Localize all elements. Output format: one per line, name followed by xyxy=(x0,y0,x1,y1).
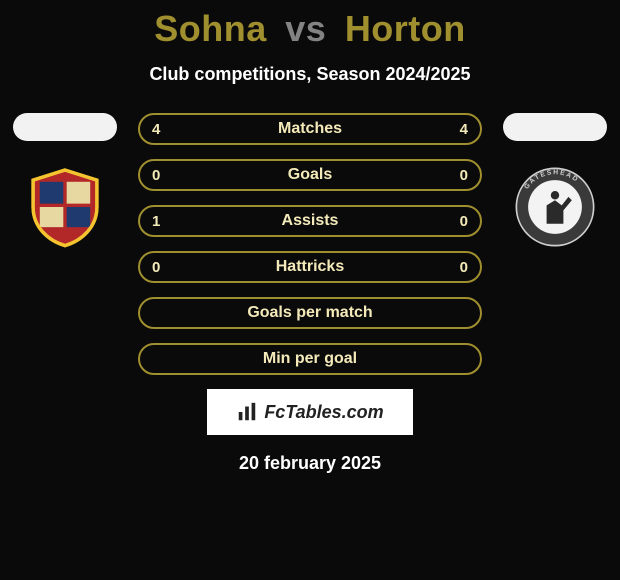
stat-row: Goals per match xyxy=(138,297,482,329)
stat-left-value: 1 xyxy=(152,213,160,230)
stat-row: 1 Assists 0 xyxy=(138,205,482,237)
stat-right-value: 0 xyxy=(460,259,468,276)
stat-label: Hattricks xyxy=(276,258,344,276)
left-club-crest xyxy=(23,165,107,249)
stat-left-value: 0 xyxy=(152,167,160,184)
stats-column: 4 Matches 4 0 Goals 0 1 Assists 0 0 Hattricks 0 Goal… xyxy=(138,113,482,375)
title-player1: Sohna xyxy=(154,8,267,49)
stat-right-value: 4 xyxy=(460,121,468,138)
right-placeholder-pill xyxy=(503,113,607,141)
watermark-badge: FcTables.com xyxy=(207,389,413,435)
stat-left-value: 0 xyxy=(152,259,160,276)
left-column xyxy=(10,113,120,249)
stat-label: Assists xyxy=(282,212,339,230)
title-row: Sohna vs Horton xyxy=(0,8,620,50)
stat-row: 0 Hattricks 0 xyxy=(138,251,482,283)
bars-icon xyxy=(236,401,258,423)
title-vs: vs xyxy=(285,8,326,49)
stat-row: 0 Goals 0 xyxy=(138,159,482,191)
stat-label: Goals per match xyxy=(247,304,372,322)
comparison-card: Sohna vs Horton Club competitions, Seaso… xyxy=(0,0,620,474)
stat-row: Min per goal xyxy=(138,343,482,375)
subtitle: Club competitions, Season 2024/2025 xyxy=(0,64,620,85)
stat-row: 4 Matches 4 xyxy=(138,113,482,145)
main-row: 4 Matches 4 0 Goals 0 1 Assists 0 0 Hattricks 0 Goal… xyxy=(0,113,620,375)
right-column: GATESHEAD xyxy=(500,113,610,249)
roundel-icon: GATESHEAD xyxy=(513,165,597,249)
stat-label: Matches xyxy=(278,120,342,138)
left-placeholder-pill xyxy=(13,113,117,141)
stat-right-value: 0 xyxy=(460,167,468,184)
shield-icon xyxy=(23,165,107,249)
watermark-text: FcTables.com xyxy=(264,402,383,423)
stat-right-value: 0 xyxy=(460,213,468,230)
stat-label: Min per goal xyxy=(263,350,357,368)
stat-left-value: 4 xyxy=(152,121,160,138)
date-line: 20 february 2025 xyxy=(0,453,620,474)
stat-label: Goals xyxy=(288,166,332,184)
title-player2: Horton xyxy=(345,8,466,49)
right-club-crest: GATESHEAD xyxy=(513,165,597,249)
